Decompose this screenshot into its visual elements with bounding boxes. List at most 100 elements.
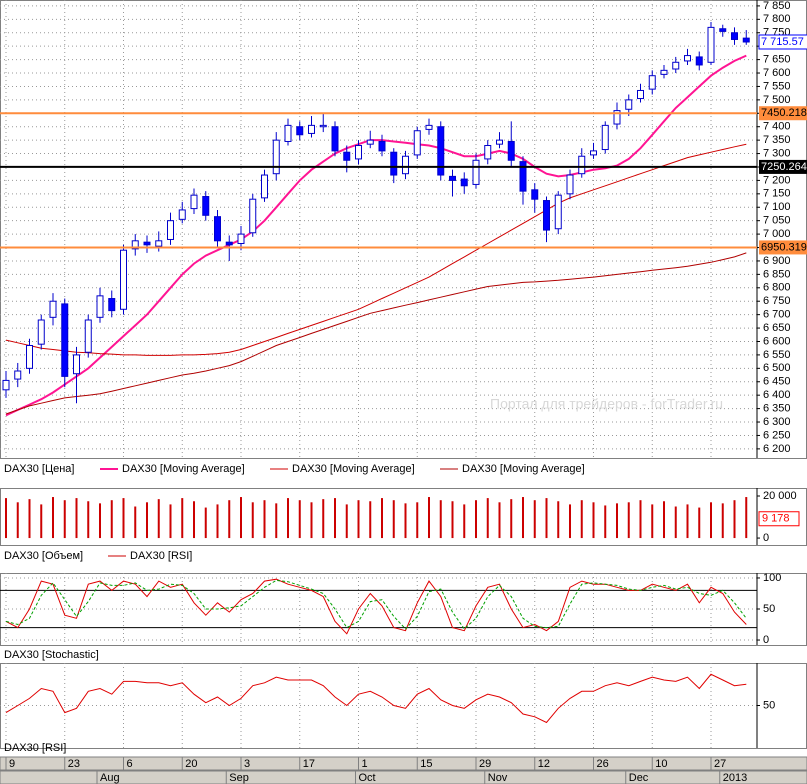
candle-body bbox=[190, 194, 198, 210]
bar bbox=[745, 497, 748, 539]
bar bbox=[604, 505, 607, 539]
candle-body bbox=[731, 32, 738, 40]
candle-body bbox=[660, 69, 668, 75]
y-tick-label: 7 550 bbox=[763, 80, 791, 92]
bar bbox=[616, 503, 618, 539]
bar bbox=[498, 502, 501, 539]
legend-label: DAX30 [Moving Average] bbox=[292, 463, 415, 475]
bar bbox=[381, 498, 383, 539]
y-tick-label: 7 650 bbox=[763, 54, 791, 66]
y-tick-label: 7 200 bbox=[763, 174, 791, 186]
bar bbox=[639, 500, 642, 539]
bar bbox=[134, 506, 137, 539]
bar bbox=[275, 503, 278, 539]
level-label: 6950.319 bbox=[761, 241, 807, 253]
x-tick-label: 1 bbox=[362, 758, 368, 770]
y-tick-label: 6 350 bbox=[763, 403, 791, 415]
candle-body bbox=[578, 155, 586, 175]
panel bbox=[0, 573, 807, 646]
bar bbox=[40, 504, 43, 539]
y-tick-label: 7 350 bbox=[763, 134, 791, 146]
candle-body bbox=[249, 198, 257, 234]
y-tick-label: 6 900 bbox=[763, 255, 791, 267]
candle-body bbox=[496, 139, 503, 145]
candle-body bbox=[73, 354, 80, 375]
y-tick-label: 6 450 bbox=[763, 376, 791, 388]
bar bbox=[75, 498, 78, 539]
y-tick-label: 7 800 bbox=[763, 13, 791, 25]
candle-body bbox=[531, 189, 539, 200]
bar bbox=[580, 500, 583, 539]
bar bbox=[733, 500, 736, 539]
candle-body bbox=[37, 319, 45, 345]
x-tick-label: 15 bbox=[420, 758, 432, 770]
x-tick-label: 9 bbox=[9, 758, 15, 770]
bar bbox=[216, 504, 219, 539]
bar bbox=[522, 497, 524, 539]
x-tick-label: 20 bbox=[185, 758, 197, 770]
candle-body bbox=[449, 175, 456, 181]
x-tick-label: 23 bbox=[68, 758, 80, 770]
candle-body bbox=[402, 155, 409, 175]
bar bbox=[627, 502, 630, 539]
bar bbox=[263, 500, 266, 539]
bar bbox=[369, 501, 372, 539]
candle-body bbox=[543, 200, 550, 231]
candle-body bbox=[390, 151, 398, 176]
candle-body bbox=[49, 300, 57, 318]
bar bbox=[52, 497, 54, 539]
bar bbox=[428, 497, 430, 539]
candle-body bbox=[366, 139, 374, 145]
y-tick-label: 7 400 bbox=[763, 121, 791, 133]
bar bbox=[122, 498, 125, 539]
y-tick-label: 50 bbox=[763, 603, 775, 615]
y-tick-label: 7 600 bbox=[763, 67, 791, 79]
y-tick-label: 7 850 bbox=[763, 0, 791, 12]
panel bbox=[0, 488, 807, 546]
x-group-label: Nov bbox=[488, 772, 508, 784]
candle-body bbox=[26, 345, 33, 369]
candle-body bbox=[637, 89, 644, 100]
bar bbox=[663, 501, 665, 539]
current-box bbox=[758, 34, 807, 50]
y-tick-label: 100 bbox=[763, 572, 781, 584]
candle-body bbox=[413, 130, 421, 156]
candle-body bbox=[695, 56, 703, 66]
candle-body bbox=[143, 241, 151, 246]
bar bbox=[545, 498, 548, 539]
bar bbox=[533, 500, 536, 539]
y-tick-label: 50 bbox=[763, 699, 775, 711]
candle-body bbox=[308, 124, 315, 134]
x-tick-label: 17 bbox=[303, 758, 315, 770]
legend-label: DAX30 [Объем] bbox=[4, 550, 83, 562]
candle-body bbox=[225, 241, 233, 246]
bar bbox=[463, 504, 466, 539]
bar bbox=[592, 502, 595, 539]
bar bbox=[451, 501, 454, 539]
candle-body bbox=[272, 139, 280, 175]
candle-body bbox=[131, 240, 139, 250]
line-series bbox=[5, 54, 747, 417]
level-box bbox=[759, 240, 807, 255]
level-label: 7450.218 bbox=[761, 107, 807, 119]
y-tick-label: 6 600 bbox=[763, 335, 791, 347]
candle-body bbox=[437, 126, 445, 176]
candle-body bbox=[14, 370, 22, 380]
candle-body bbox=[484, 145, 492, 160]
level-box bbox=[759, 106, 807, 121]
y-tick-label: 6 250 bbox=[763, 429, 791, 441]
bar bbox=[651, 504, 654, 539]
bar bbox=[322, 499, 325, 539]
candle-body bbox=[202, 196, 210, 216]
y-tick-label: 7 000 bbox=[763, 228, 791, 240]
x-group-label: Sep bbox=[229, 772, 249, 784]
candle-body bbox=[155, 240, 163, 247]
bar bbox=[510, 499, 513, 539]
bar bbox=[721, 503, 724, 539]
bar bbox=[157, 499, 160, 539]
bar bbox=[298, 500, 301, 539]
candle-body bbox=[625, 99, 633, 110]
y-tick-label: 6 700 bbox=[763, 309, 791, 321]
bar bbox=[345, 504, 348, 539]
